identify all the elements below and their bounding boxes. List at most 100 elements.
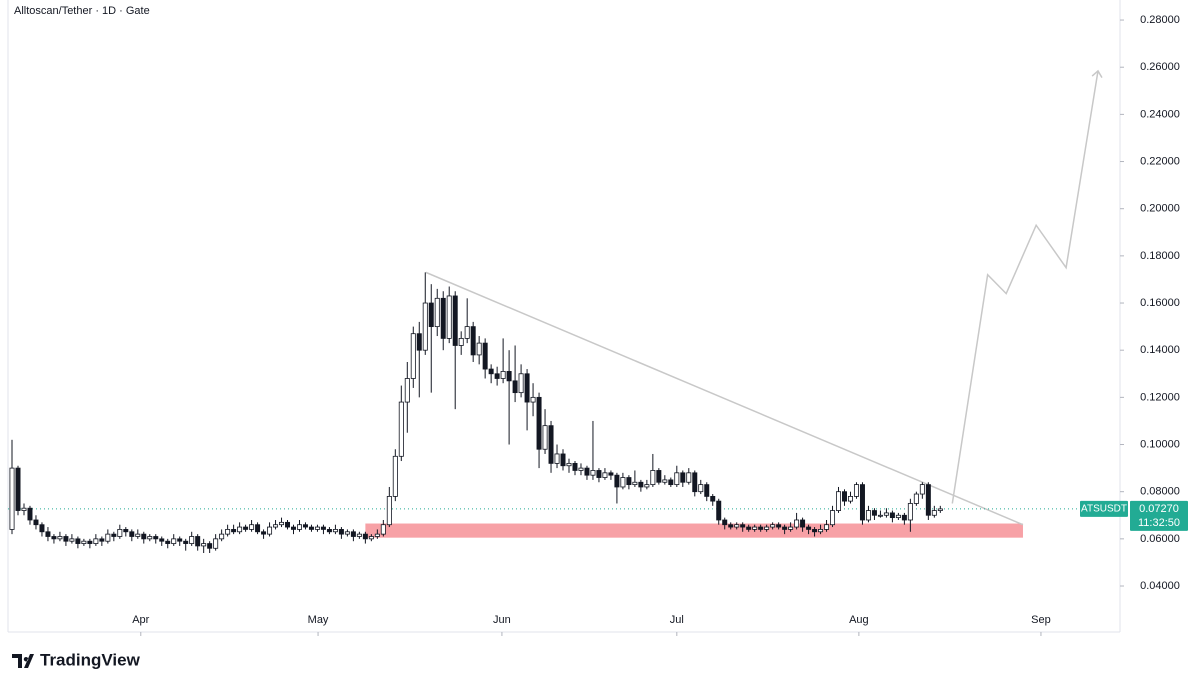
candle-body [853,484,859,497]
candle-body [141,533,147,540]
x-tick-label: Jun [493,614,511,626]
candle-body [392,455,398,497]
candle-body [740,524,746,528]
candle-body [237,526,243,533]
candle-body [602,472,608,478]
candle-body [350,531,356,537]
candle-body [33,519,39,526]
candle-body [81,540,87,544]
candle-body [596,470,602,478]
candle-body [255,524,261,533]
trendline [425,271,1024,526]
candle-body [320,526,326,530]
candle-body [386,496,392,526]
candle-body [57,536,63,540]
brand-logo [12,654,34,668]
candle-body [249,524,255,530]
candle-body [404,378,410,403]
candle-body [883,512,889,516]
candle-body [764,526,770,530]
candle-body [770,524,776,528]
candle-body [530,396,536,403]
candle-body [165,540,171,544]
candle-body [105,533,111,542]
candle-body [704,484,710,497]
candle-body [680,472,686,483]
candle-body [207,543,213,549]
countdown-label: 11:32:50 [1138,517,1180,529]
y-tick-label: 0.20000 [1140,203,1180,215]
candle-body [937,508,943,511]
candle-body [410,333,416,379]
candle-body [494,373,500,379]
candle-body [434,297,440,328]
price-label: 0.07270 [1139,503,1179,515]
candle-body [285,521,291,528]
candle-body [15,467,21,511]
candle-body [818,529,824,533]
candle-body [824,524,830,530]
candle-body [614,474,620,488]
candle-body [428,302,434,328]
y-tick-label: 0.24000 [1140,108,1180,120]
candle-body [45,531,51,537]
candle-body [446,295,452,339]
y-tick-label: 0.06000 [1140,533,1180,545]
candle-body [111,533,117,537]
candle-body [332,529,338,533]
candle-body [806,526,812,530]
chart-title: Alltoscan/Tether · 1D · Gate [14,5,150,17]
y-tick-label: 0.10000 [1140,438,1180,450]
candle-body [512,380,518,394]
candle-body [273,524,279,528]
candle-body [201,543,207,547]
candle-body [374,533,380,537]
candle-body [153,536,159,540]
x-tick-label: Aug [849,614,869,626]
candle-body [117,529,123,537]
candle-body [470,326,476,356]
candle-body [746,526,752,530]
y-tick-label: 0.14000 [1140,344,1180,356]
candle-body [51,536,57,540]
candle-body [608,472,614,476]
candle-body [901,514,907,521]
candle-body [123,529,129,533]
candle-body [422,302,428,351]
candle-body [398,401,404,457]
candle-body [650,470,656,486]
candle-body [590,470,596,476]
candle-body [93,538,99,544]
candle-body [368,536,374,540]
candle-body [464,326,470,339]
candle-body [362,533,368,540]
candle-body [620,477,626,488]
candle-body [536,396,542,450]
candle-body [662,479,668,483]
candle-body [722,519,728,526]
candle-body [21,507,27,511]
candle-body [518,373,524,394]
candle-body [524,373,530,403]
candle-body [75,538,81,544]
candle-body [560,453,566,467]
candle-body [344,531,350,535]
candle-body [644,484,650,488]
candle-body [668,479,674,486]
candle-body [782,526,788,530]
candle-body [99,538,105,542]
candle-body [243,526,249,530]
y-tick-label: 0.08000 [1140,486,1180,498]
candle-body [159,538,165,542]
candle-body [500,371,506,379]
projection-path [951,69,1103,504]
candle-body [356,533,362,537]
candle-body [506,371,512,382]
candle-body [548,425,554,464]
candle-body [728,524,734,528]
candle-body [710,496,716,502]
symbol-label: ATSUSDT [1081,504,1127,515]
candle-body [308,526,314,530]
